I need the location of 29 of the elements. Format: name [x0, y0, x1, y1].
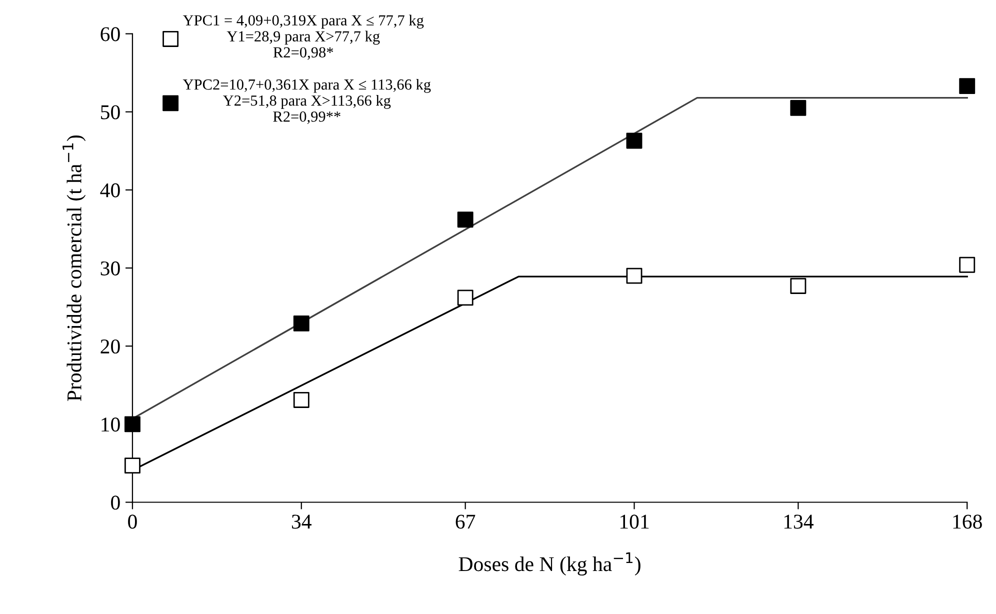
x-tick-label: 67	[456, 514, 476, 529]
y-axis-title: Produtividde comercial (t ha$^{−1}$)	[62, 135, 86, 401]
legend-label: YPC1 = 4,09+0,319X para X ≤ 77,7 kg Y1=28,9 para X>77,7 kg R2=0,98*	[182, 14, 424, 60]
x-tick-label: 101	[620, 514, 649, 529]
point	[790, 100, 806, 116]
y-tick-label: 60	[100, 27, 120, 42]
point	[457, 212, 474, 228]
point	[124, 416, 140, 432]
point	[959, 256, 976, 273]
point	[790, 278, 806, 294]
y-tick-label: 0	[111, 496, 120, 510]
point	[626, 268, 642, 284]
y-tick-label: 30	[100, 261, 120, 276]
x-tick-label: 34	[292, 514, 312, 529]
y-tick-label: 10	[102, 418, 120, 432]
point	[293, 315, 310, 332]
y-tick-label: 40	[100, 183, 120, 198]
y-tick-label: 50	[101, 105, 120, 120]
point	[457, 290, 474, 306]
point	[124, 458, 140, 474]
x-tick-label: 168	[953, 514, 982, 529]
point	[959, 78, 976, 94]
x-axis-title: Doses de N (kg ha$^{−1}$)	[458, 552, 640, 576]
y-tick-label: 20	[100, 339, 120, 354]
legend-label: YPC2=10,7+0,361X para X ≤ 113,66 kg Y2=51,8 para X>113,66 kg R2=0,99**	[182, 78, 431, 124]
x-tick-label: 134	[784, 514, 814, 529]
x-tick-label: 0	[128, 514, 137, 529]
point	[626, 132, 642, 149]
point	[293, 392, 310, 408]
